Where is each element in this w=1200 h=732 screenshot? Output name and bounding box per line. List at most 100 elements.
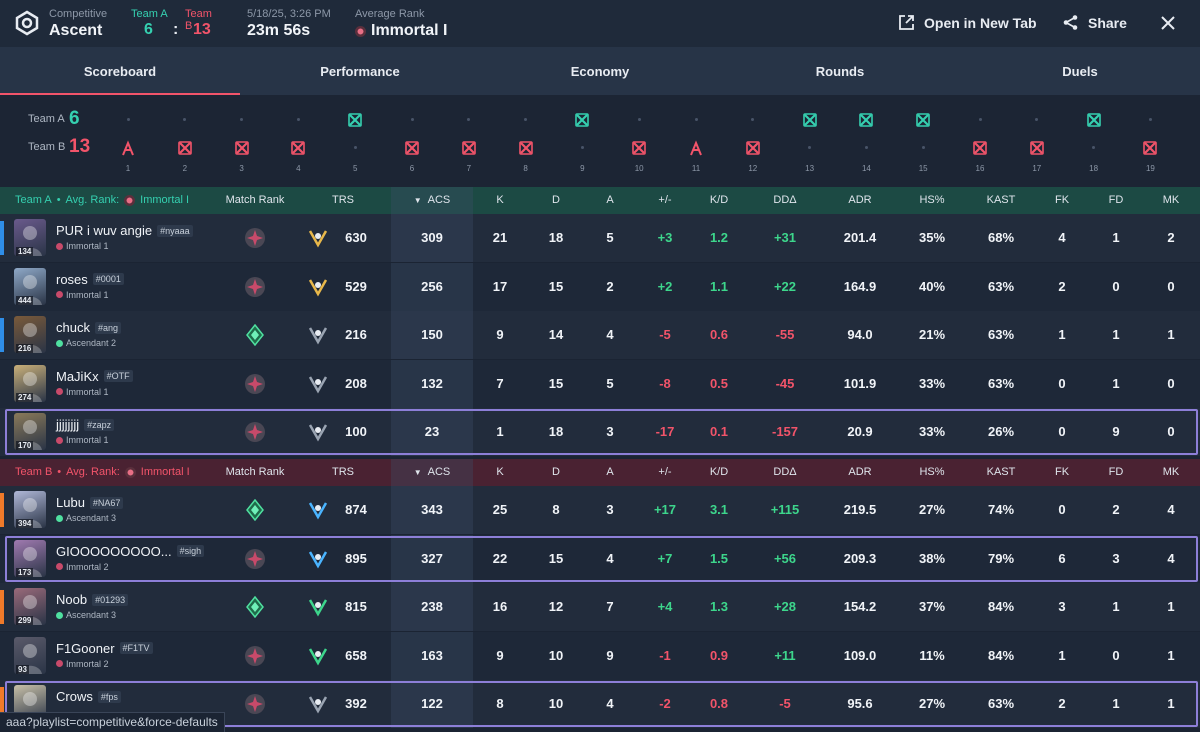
tab-performance[interactable]: Performance [320, 63, 400, 79]
hs-header[interactable]: HS% [919, 194, 945, 206]
pm-value: -2 [659, 696, 671, 711]
fd-header[interactable]: FD [1108, 466, 1124, 478]
status-url: aaa?playlist=competitive&force-defaults [0, 712, 225, 732]
kd-value: 1.5 [709, 550, 729, 566]
fd-value: 0 [1112, 278, 1120, 294]
pm-header[interactable]: +/- [658, 194, 672, 206]
trs-header[interactable]: TRS [332, 466, 354, 478]
d-value: 14 [548, 327, 564, 342]
player-row[interactable]: 173 GIOOOOOOOOO... #sigh Immortal 2 895 327 22… [0, 534, 1200, 583]
trs-header[interactable]: TRS [332, 194, 354, 206]
adr-header[interactable]: ADR [848, 466, 872, 478]
open-new-tab-button[interactable]: Open in New Tab [898, 14, 1037, 31]
player-name-group[interactable]: Noob #01293 [56, 592, 129, 607]
fk-value: 2 [1058, 696, 1066, 711]
player-name-group[interactable]: PUR i wuv angie #nyaaa [56, 223, 193, 238]
player-name-group[interactable]: GIOOOOOOOOO... #sigh [56, 543, 205, 559]
immortal-rank-icon [124, 467, 136, 478]
player-name[interactable]: Lubu [56, 495, 85, 510]
timeline-team-a-score: 6 [69, 108, 80, 129]
player-name[interactable]: MaJiKx [56, 368, 99, 384]
fk-header[interactable]: FK [1054, 194, 1070, 206]
share-button[interactable]: Share [1062, 14, 1127, 31]
player-rank-text: Immortal 2 [66, 561, 109, 572]
tab-scoreboard[interactable]: Scoreboard [0, 47, 240, 95]
player-row[interactable]: 170 jjjjjjjj #zapz Immortal 1 100 23 1 18 3 -17 0.… [0, 408, 1200, 456]
close-icon[interactable] [1158, 13, 1178, 33]
player-name-group[interactable]: jjjjjjjj #zapz [56, 417, 115, 432]
d-header[interactable]: D [552, 194, 560, 206]
team-b-score: 13 [193, 21, 211, 38]
pm-header[interactable]: +/- [658, 466, 672, 478]
fd-header[interactable]: FD [1108, 194, 1124, 206]
adr-value: 95.6 [847, 696, 873, 711]
tab-duels[interactable]: Duels [1062, 63, 1098, 79]
k-header[interactable]: K [496, 194, 504, 206]
match-rank-header[interactable]: Match Rank [225, 194, 285, 206]
player-row[interactable]: 216 chuck #ang Ascendant 2 216 150 9 14 4 -5 0.6 -5… [0, 311, 1200, 359]
k-value: 8 [496, 696, 504, 711]
acs-header[interactable]: ▼ ACS [391, 187, 473, 214]
player-name-group[interactable]: roses #0001 [56, 272, 124, 287]
hs-value: 11% [919, 647, 945, 663]
player-row[interactable]: 93 F1Gooner #F1TV Immortal 2 658 163 9 10 9 -1 0.9… [0, 631, 1200, 680]
player-name[interactable]: chuck [56, 320, 90, 335]
kast-header[interactable]: KAST [986, 466, 1016, 478]
player-row[interactable]: 274 MaJiKx #OTF Immortal 1 208 132 7 15 5 -8 0.5 -4… [0, 359, 1200, 408]
account-level: 134 [16, 247, 34, 256]
k-header[interactable]: K [496, 466, 504, 478]
player-name[interactable]: jjjjjjjj [56, 417, 80, 432]
mk-value: 2 [1167, 230, 1175, 245]
dd-value: +22 [773, 278, 797, 294]
kd-header[interactable]: K/D [709, 194, 729, 206]
trs-value: 208 [345, 375, 367, 391]
player-name[interactable]: F1Gooner [56, 640, 115, 656]
player-name-group[interactable]: Crows #fps [56, 689, 121, 704]
kd-header[interactable]: K/D [709, 466, 729, 478]
kast-value: 63% [987, 327, 1015, 342]
tab-economy[interactable]: Economy [570, 63, 630, 79]
mk-header[interactable]: MK [1162, 194, 1180, 206]
acs-header[interactable]: ▼ ACS [391, 459, 473, 486]
d-header[interactable]: D [552, 466, 560, 478]
player-row[interactable]: 444 roses #0001 Immortal 1 529 256 17 15 2 +2 1.1 +… [0, 262, 1200, 311]
player-name-group[interactable]: chuck #ang [56, 320, 121, 335]
mk-header[interactable]: MK [1162, 466, 1180, 478]
hs-value: 27% [918, 502, 946, 517]
a-header[interactable]: A [606, 466, 614, 478]
trs-value: 874 [345, 502, 367, 517]
player-name-group[interactable]: F1Gooner #F1TV [56, 641, 153, 656]
player-name[interactable]: Noob [56, 592, 88, 607]
player-tag: #zapz [84, 418, 115, 431]
dd-header[interactable]: DDΔ [773, 466, 797, 478]
elimination-icon [518, 141, 533, 155]
dd-header[interactable]: DDΔ [773, 194, 797, 206]
fd-value: 1 [1112, 230, 1120, 245]
k-value: 25 [492, 502, 508, 517]
a-header[interactable]: A [606, 194, 614, 206]
tab-rounds[interactable]: Rounds [815, 63, 865, 79]
player-name[interactable]: GIOOOOOOOOO... [56, 543, 172, 559]
player-row[interactable]: 299 Noob #01293 Ascendant 3 815 238 16 12 7 +4 1.3… [0, 583, 1200, 631]
player-name[interactable]: roses [56, 271, 88, 287]
player-row[interactable]: 134 PUR i wuv angie #nyaaa Immortal 1 630 309… [0, 214, 1200, 262]
immortal-rank-icon [244, 373, 266, 395]
ascendant-rank-icon [244, 498, 266, 522]
pm-value: -17 [655, 424, 675, 439]
player-name-group[interactable]: Lubu #NA67 [56, 495, 124, 510]
tab-bar: Scoreboard Performance Economy Rounds Du… [0, 47, 1200, 95]
player-name-group[interactable]: MaJiKx #OTF [56, 369, 133, 384]
d-value: 15 [548, 278, 564, 294]
kast-header[interactable]: KAST [986, 194, 1016, 206]
match-rank-header[interactable]: Match Rank [225, 466, 285, 478]
player-row[interactable]: 394 Lubu #NA67 Ascendant 3 874 343 25 8 3 +17 3.1 +… [0, 486, 1200, 534]
dd-value: -157 [771, 424, 799, 439]
fk-header[interactable]: FK [1054, 466, 1070, 478]
player-name[interactable]: PUR i wuv angie [56, 223, 153, 238]
player-name[interactable]: Crows [56, 689, 93, 704]
adr-header[interactable]: ADR [848, 194, 872, 206]
hs-header[interactable]: HS% [919, 466, 945, 478]
fk-value: 4 [1058, 230, 1066, 245]
a-value: 5 [606, 230, 614, 245]
hs-value: 33% [918, 424, 946, 439]
